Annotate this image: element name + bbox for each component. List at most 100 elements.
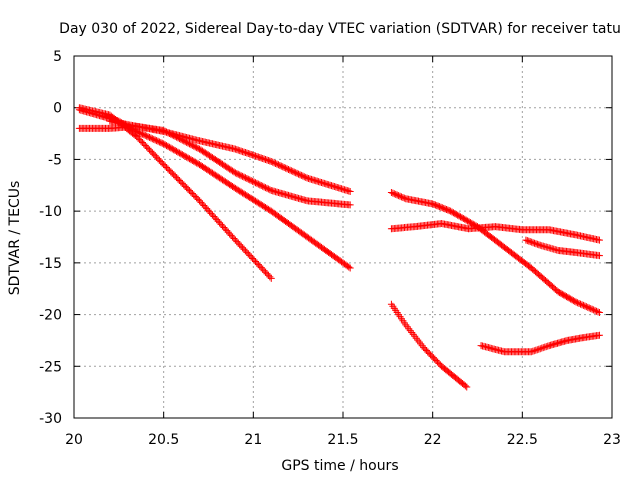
data-point: [211, 214, 219, 222]
data-point: [595, 331, 603, 339]
data-point: [263, 184, 271, 192]
data-point: [286, 166, 294, 174]
data-point: [395, 192, 403, 200]
data-point: [522, 236, 530, 244]
data-point: [269, 158, 277, 166]
series-track-7: [387, 300, 471, 391]
data-point: [387, 189, 395, 197]
data-point: [523, 237, 531, 245]
data-point: [256, 200, 264, 208]
data-point: [535, 345, 543, 353]
data-point: [249, 254, 257, 262]
data-point: [251, 179, 259, 187]
data-point: [405, 325, 413, 333]
data-point: [184, 185, 192, 193]
data-point: [233, 185, 241, 193]
data-point: [273, 160, 281, 168]
data-point: [572, 298, 580, 306]
data-point: [167, 144, 175, 152]
data-point: [279, 163, 287, 171]
data-point: [247, 194, 255, 202]
series-track-5: [387, 189, 603, 317]
data-point: [244, 175, 252, 183]
x-tick-label: 22.5: [507, 432, 538, 448]
data-point: [264, 185, 272, 193]
chart-title: Day 030 of 2022, Sidereal Day-to-day VTE…: [59, 21, 621, 37]
data-point: [164, 142, 172, 150]
series-track-2: [75, 106, 354, 272]
data-point: [579, 301, 587, 309]
data-point: [257, 201, 265, 209]
data-point: [538, 344, 546, 352]
data-point: [194, 160, 202, 168]
data-point: [270, 159, 278, 167]
data-point: [243, 192, 251, 200]
data-point: [204, 206, 212, 214]
data-point: [240, 173, 248, 181]
data-point: [237, 188, 245, 196]
data-point: [581, 302, 589, 310]
data-point: [201, 203, 209, 211]
data-point: [181, 182, 189, 190]
data-point: [239, 189, 247, 197]
data-point: [214, 217, 222, 225]
data-point: [216, 219, 224, 227]
data-point: [236, 187, 244, 195]
data-point: [276, 161, 284, 169]
data-point: [414, 336, 422, 344]
axis-ticks: 20 20.5 21 21.5 22 22.5 23 5 0 -5 -10 -15 -20 -25 -30: [39, 49, 621, 448]
data-point: [578, 301, 586, 309]
data-point: [185, 155, 193, 163]
data-point: [178, 179, 186, 187]
data-point: [577, 300, 585, 308]
series-track-8: [477, 331, 603, 356]
data-point: [541, 343, 549, 351]
data-point: [177, 150, 185, 158]
data-point: [217, 220, 225, 228]
data-point: [262, 204, 270, 212]
data-point: [392, 190, 400, 198]
data-point: [257, 264, 265, 272]
data-point: [175, 177, 183, 185]
data-point: [218, 222, 226, 230]
data-point: [544, 342, 552, 350]
data-point: [191, 143, 199, 151]
data-point: [591, 307, 599, 315]
data-point: [196, 197, 204, 205]
data-point: [284, 165, 292, 173]
data-point: [168, 169, 176, 177]
data-point: [292, 169, 300, 177]
data-point: [206, 208, 214, 216]
data-point: [170, 146, 178, 154]
data-point: [595, 309, 603, 317]
data-point: [231, 169, 239, 177]
data-point: [207, 209, 215, 217]
data-point: [585, 304, 593, 312]
data-point: [247, 177, 255, 185]
data-point: [260, 267, 268, 275]
data-point: [170, 171, 178, 179]
data-point: [259, 202, 267, 210]
data-point: [250, 178, 258, 186]
data-point: [287, 167, 295, 175]
data-point: [244, 250, 252, 258]
data-point: [267, 157, 275, 165]
data-point: [590, 306, 598, 314]
series-track-1: [75, 104, 275, 282]
data-point: [184, 154, 192, 162]
x-tick-label: 21.5: [327, 432, 358, 448]
data-point: [575, 299, 583, 307]
data-point: [264, 205, 272, 213]
data-point: [397, 193, 405, 201]
data-point: [239, 172, 247, 180]
data-point: [193, 144, 201, 152]
data-point: [237, 172, 245, 180]
data-point: [249, 177, 257, 185]
y-tick-label: -25: [39, 359, 62, 375]
data-point: [234, 239, 242, 247]
data-point: [244, 193, 252, 201]
data-point: [266, 186, 274, 194]
data-point: [231, 184, 239, 192]
data-point: [234, 170, 242, 178]
data-point: [178, 151, 186, 159]
